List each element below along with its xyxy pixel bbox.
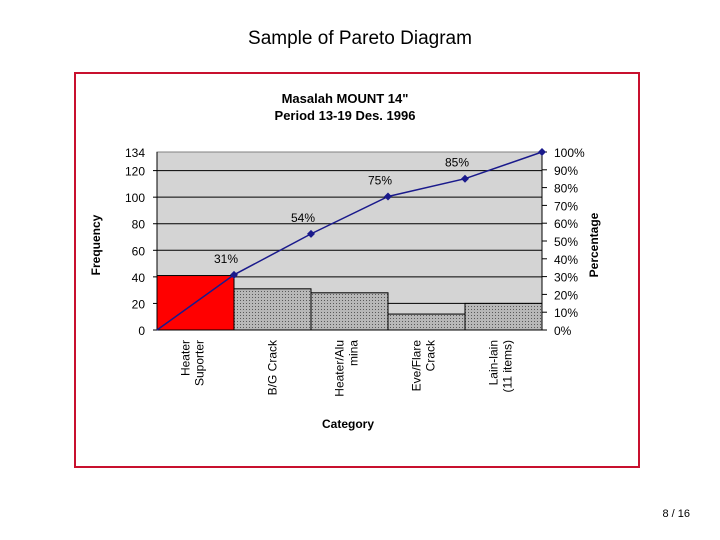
y2-axis-title: Percentage bbox=[587, 212, 601, 277]
y2-tick-label: 90% bbox=[554, 164, 578, 178]
x-tick-label: Heater/Alumina bbox=[333, 340, 361, 397]
y-tick-label: 40 bbox=[132, 271, 146, 285]
y-tick-label: 100 bbox=[125, 191, 145, 205]
cumulative-point bbox=[230, 270, 238, 279]
x-tick-label: Lain-lain(11 items) bbox=[487, 340, 515, 392]
y2-tick-label: 100% bbox=[554, 146, 585, 160]
y2-tick-label: 0% bbox=[554, 324, 572, 338]
y2-tick-label: 70% bbox=[554, 199, 578, 213]
bar bbox=[464, 302, 543, 331]
bar bbox=[233, 288, 312, 331]
y2-tick-label: 60% bbox=[554, 217, 578, 231]
cumulative-line bbox=[156, 151, 543, 331]
data-label: 31% bbox=[214, 252, 238, 266]
y-axis-title: Frequency bbox=[89, 214, 103, 275]
data-label: 54% bbox=[291, 211, 315, 225]
y-tick-label: 80 bbox=[132, 218, 146, 232]
y-tick-label: 20 bbox=[132, 297, 146, 311]
y2-tick-label: 50% bbox=[554, 235, 578, 249]
chart-title: Masalah MOUNT 14" Period 13-19 Des. 1996 bbox=[210, 90, 480, 124]
y2-tick-label: 40% bbox=[554, 253, 578, 267]
cumulative-point bbox=[384, 192, 392, 201]
x-axis-title: Category bbox=[322, 417, 374, 431]
y-tick-label: 60 bbox=[132, 244, 146, 258]
y2-tick-label: 30% bbox=[554, 271, 578, 285]
data-label: 85% bbox=[445, 156, 469, 170]
y2-tick-label: 20% bbox=[554, 288, 578, 302]
chart-title-line1: Masalah MOUNT 14" bbox=[281, 91, 409, 106]
y2-tick-label: 80% bbox=[554, 182, 578, 196]
x-tick-label: B/G Crack bbox=[266, 339, 280, 395]
page-number: 8 / 16 bbox=[662, 508, 690, 520]
y-tick-label: 120 bbox=[125, 165, 145, 179]
bar bbox=[387, 313, 466, 331]
cumulative-point bbox=[307, 229, 315, 238]
bar bbox=[310, 292, 389, 331]
slide-title: Sample of Pareto Diagram bbox=[248, 28, 472, 49]
data-label: 75% bbox=[368, 174, 392, 188]
x-tick-label: Eve/FlareCrack bbox=[410, 339, 438, 391]
y-tick-label: 0 bbox=[138, 324, 145, 338]
cumulative-point bbox=[538, 148, 546, 156]
y-tick-label: 134 bbox=[125, 146, 145, 160]
x-tick-label: HeaterSuporter bbox=[179, 340, 207, 386]
chart-subtitle: Period 13-19 Des. 1996 bbox=[274, 108, 416, 123]
cumulative-point bbox=[461, 174, 469, 183]
y2-tick-label: 10% bbox=[554, 306, 578, 320]
